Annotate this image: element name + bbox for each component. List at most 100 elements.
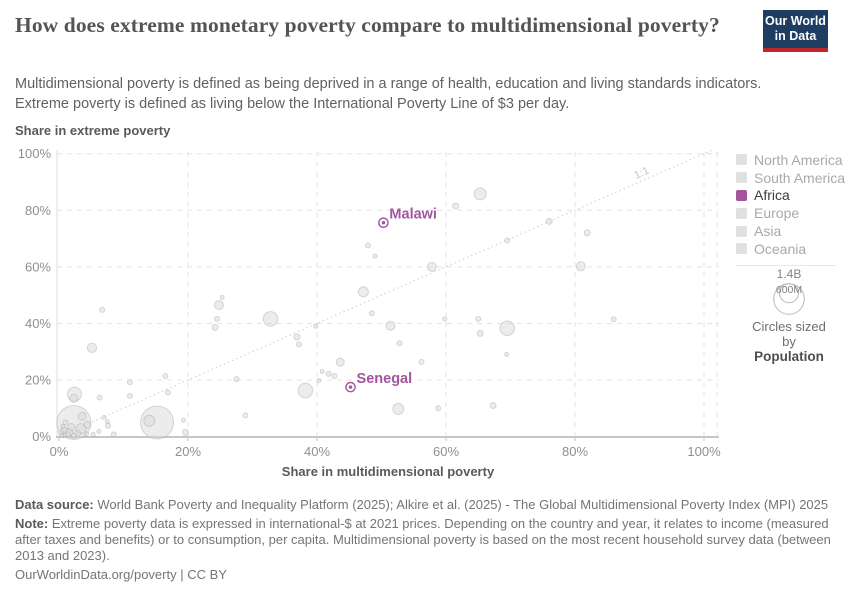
country-bubble[interactable]: [90, 431, 96, 437]
country-bubble[interactable]: [96, 429, 102, 435]
country-bubble[interactable]: [316, 378, 322, 384]
country-bubble[interactable]: [214, 315, 221, 322]
legend-item-north-america[interactable]: North America: [736, 151, 845, 169]
legend-swatch: [736, 225, 747, 237]
country-bubble[interactable]: [67, 422, 76, 431]
country-bubble[interactable]: [319, 369, 325, 375]
logo-line1: Our World: [765, 14, 826, 28]
country-bubble[interactable]: [504, 352, 510, 358]
country-bubble[interactable]: [233, 376, 240, 383]
country-bubble[interactable]: [83, 420, 92, 429]
country-bubble[interactable]: [575, 261, 586, 272]
country-bubble[interactable]: [99, 306, 106, 313]
country-bubble[interactable]: [219, 294, 225, 300]
country-bubble[interactable]: [62, 419, 69, 426]
country-bubble[interactable]: [392, 402, 405, 415]
y-tick-label: 80%: [25, 203, 51, 218]
legend-label: North America: [754, 151, 843, 168]
highlight-label-senegal[interactable]: Senegal: [357, 371, 413, 387]
size-legend-caption: Circles sized by: [752, 319, 826, 349]
country-bubble[interactable]: [475, 315, 482, 322]
country-bubble[interactable]: [213, 300, 224, 311]
country-bubble[interactable]: [84, 431, 90, 437]
continent-legend: North America South America Africa Europe As…: [736, 151, 845, 258]
country-bubble[interactable]: [418, 358, 425, 365]
country-bubble[interactable]: [435, 405, 442, 412]
country-bubble[interactable]: [368, 310, 375, 317]
country-bubble[interactable]: [364, 242, 371, 249]
country-bubble[interactable]: [96, 394, 103, 401]
legend-divider: [736, 265, 836, 266]
country-bubble[interactable]: [162, 373, 169, 380]
logo-line2: in Data: [774, 29, 817, 43]
country-bubble[interactable]: [70, 432, 77, 439]
country-bubble[interactable]: [325, 370, 332, 377]
country-bubble[interactable]: [101, 414, 107, 420]
license-link[interactable]: OurWorldinData.org/poverty | CC BY: [15, 567, 227, 582]
country-bubble[interactable]: [86, 342, 98, 353]
legend-item-asia[interactable]: Asia: [736, 222, 845, 240]
country-bubble[interactable]: [610, 316, 617, 323]
country-bubble[interactable]: [357, 286, 369, 298]
country-bubble[interactable]: [293, 333, 301, 341]
country-bubble[interactable]: [181, 428, 189, 436]
country-bubble[interactable]: [126, 392, 133, 399]
country-bubble[interactable]: [396, 340, 403, 347]
country-bubble[interactable]: [242, 412, 249, 419]
country-bubble[interactable]: [442, 316, 448, 322]
x-axis-title: Share in multidimensional poverty: [281, 464, 495, 479]
country-bubble[interactable]: [140, 405, 175, 440]
country-bubble[interactable]: [74, 429, 82, 437]
country-bubble[interactable]: [385, 320, 396, 331]
country-bubble[interactable]: [60, 423, 66, 429]
x-tick-label: 60%: [433, 444, 459, 459]
country-bubble[interactable]: [583, 229, 591, 237]
country-bubble[interactable]: [489, 401, 497, 409]
size-legend-caption-bold: Population: [754, 349, 824, 364]
owid-logo[interactable]: Our World in Data: [763, 10, 828, 52]
country-bubble[interactable]: [331, 373, 338, 380]
legend-label: Africa: [754, 187, 790, 204]
country-bubble[interactable]: [110, 431, 117, 438]
legend-swatch: [736, 172, 747, 184]
legend-swatch: [736, 189, 747, 201]
legend-item-europe[interactable]: Europe: [736, 204, 845, 222]
country-bubble[interactable]: [126, 379, 133, 386]
country-bubble[interactable]: [426, 261, 437, 272]
country-bubble[interactable]: [77, 411, 87, 421]
chart-subtitle: Multidimensional poverty is defined as b…: [15, 75, 765, 114]
country-bubble[interactable]: [372, 253, 378, 259]
legend-item-south-america[interactable]: South America: [736, 169, 845, 187]
country-bubble[interactable]: [297, 382, 314, 399]
country-bubble[interactable]: [262, 311, 279, 327]
country-bubble[interactable]: [69, 393, 79, 403]
legend-item-oceania[interactable]: Oceania: [736, 240, 845, 258]
country-bubble[interactable]: [59, 432, 65, 438]
chart-footer: Data source: World Bank Poverty and Ineq…: [15, 497, 837, 586]
x-tick-label: 40%: [304, 444, 330, 459]
subtitle-line2: Extreme poverty is defined as living bel…: [15, 95, 570, 112]
country-bubble[interactable]: [452, 202, 460, 210]
page-title: How does extreme monetary poverty compar…: [15, 13, 720, 37]
country-bubble[interactable]: [335, 357, 345, 367]
country-bubble[interactable]: [476, 329, 484, 337]
country-bubble[interactable]: [180, 417, 186, 423]
country-bubble[interactable]: [104, 419, 110, 425]
country-bubble[interactable]: [313, 323, 319, 329]
country-bubble[interactable]: [165, 389, 172, 396]
country-bubble[interactable]: [295, 341, 302, 348]
y-axis-title: Share in extreme poverty: [15, 123, 171, 138]
country-bubble[interactable]: [143, 414, 156, 427]
country-bubble[interactable]: [211, 323, 219, 331]
country-bubble[interactable]: [473, 187, 487, 201]
country-bubble[interactable]: [65, 431, 72, 438]
one-to-one-label: 1:1: [632, 165, 651, 182]
legend-item-africa[interactable]: Africa: [736, 187, 845, 205]
note-line: Note: Extreme poverty data is expressed …: [15, 516, 837, 564]
country-bubble[interactable]: [545, 217, 553, 225]
highlight-label-malawi[interactable]: Malawi: [389, 207, 437, 223]
country-bubble[interactable]: [499, 320, 516, 337]
country-bubble[interactable]: [504, 237, 511, 244]
x-tick-label: 0%: [50, 444, 69, 459]
